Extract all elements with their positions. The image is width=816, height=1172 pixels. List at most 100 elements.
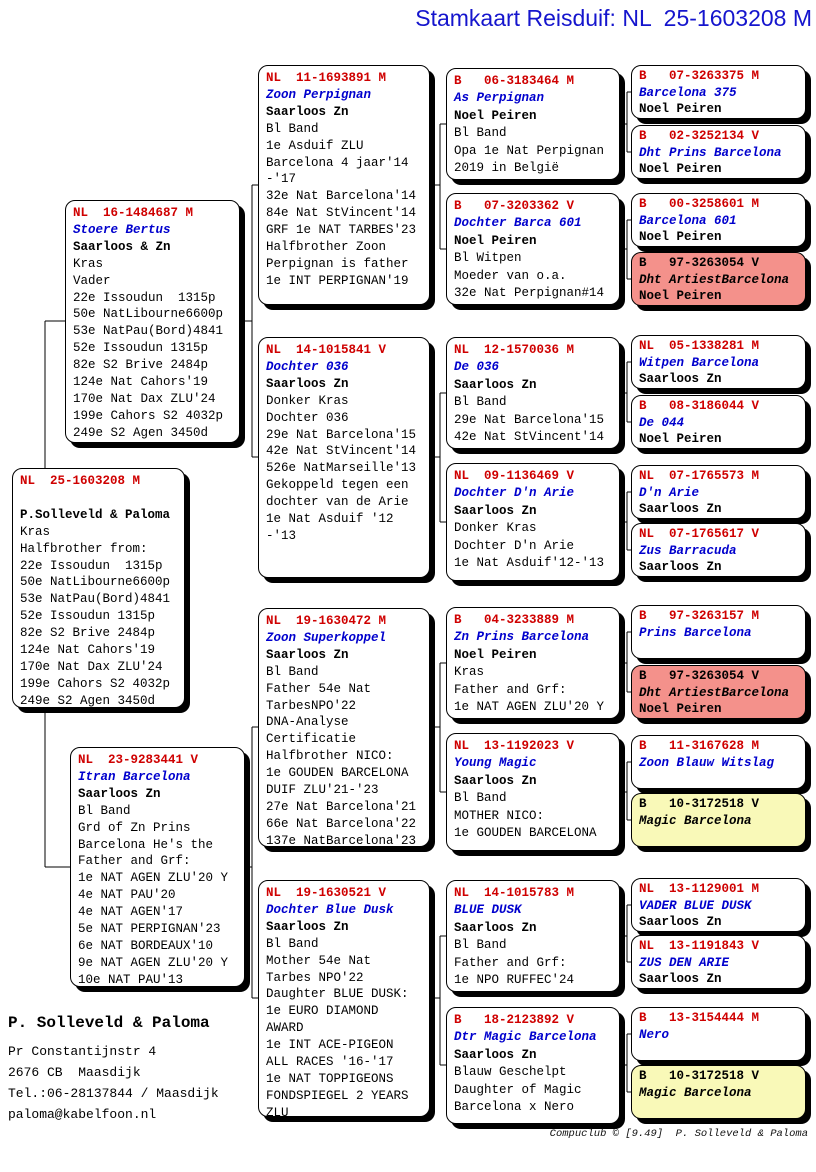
info-line: 29e Nat Barcelona'15 bbox=[454, 412, 605, 427]
info-line: 42e Nat StVincent'14 bbox=[454, 430, 605, 445]
pedigree-box-mmmm: B 10-3172518 V Magic Barcelona bbox=[631, 1065, 806, 1119]
owner-name: P. Solleveld & Paloma bbox=[8, 1014, 210, 1032]
info-line: Bl Band bbox=[266, 121, 319, 136]
fancier-name: Saarloos Zn bbox=[639, 502, 722, 516]
ring-number: NL 16-1484687 M bbox=[73, 206, 194, 220]
info-line: 50e NatLibourne6600p bbox=[73, 307, 224, 322]
info-line: Barcelona x Nero bbox=[454, 1100, 575, 1115]
pedigree-box-mmm: B 18-2123892 V Dtr Magic Barcelona Saarloo… bbox=[446, 1007, 620, 1124]
info-line: 170e Nat Dax ZLU'24 bbox=[20, 659, 163, 674]
info-line: Bl Band bbox=[78, 803, 131, 818]
fancier-name: Noel Peiren bbox=[639, 289, 722, 303]
pedigree-box-mm: NL 19-1630521 V Dochter Blue Dusk Saarloos… bbox=[258, 880, 430, 1117]
pedigree-box-fm: NL 14-1015841 V Dochter 036 Saarloos Zn Don… bbox=[258, 337, 430, 578]
info-line: 1e INT PERPIGNAN'19 bbox=[266, 273, 409, 288]
info-line: 5e NAT PERPIGNAN'23 bbox=[78, 922, 221, 937]
info-line: Bl Band bbox=[266, 664, 319, 679]
info-line: AWARD bbox=[266, 1021, 304, 1036]
info-line: Gekoppeld tegen een bbox=[266, 478, 409, 493]
fancier-name: Saarloos Zn bbox=[639, 915, 722, 929]
info-line: 1e GOUDEN BARCELONA bbox=[266, 766, 409, 781]
pedigree-box-fmfm: B 08-3186044 V De 044 Noel Peiren bbox=[631, 395, 806, 449]
pedigree-box-fmmm: NL 07-1765617 V Zus Barracuda Saarloos Zn bbox=[631, 523, 806, 577]
pigeon-name: Itran Barcelona bbox=[78, 769, 191, 784]
info-line: 82e S2 Brive 2484p bbox=[73, 358, 209, 373]
ring-number: NL 13-1192023 V bbox=[454, 739, 575, 753]
info-line: Bl Band bbox=[454, 791, 507, 806]
fancier-name: Saarloos Zn bbox=[454, 503, 537, 518]
info-line: -'17 bbox=[266, 172, 297, 187]
info-line: DNA-Analyse bbox=[266, 715, 349, 730]
info-line: Halfbrother NICO: bbox=[266, 749, 394, 764]
info-line: 1e Nat Asduif'12-'13 bbox=[454, 556, 605, 571]
info-line: 1e NAT AGEN ZLU'20 Y bbox=[454, 700, 605, 715]
info-line: 526e NatMarseille'13 bbox=[266, 461, 417, 476]
ring-number: B 13-3154444 M bbox=[639, 1011, 760, 1025]
ring-number: B 97-3263054 V bbox=[639, 256, 760, 270]
info-line: Barcelona 4 jaar'14 bbox=[266, 155, 409, 170]
info-line: Donker Kras bbox=[454, 521, 537, 536]
info-line: GRF 1e NAT TARBES'23 bbox=[266, 223, 417, 238]
ring-number: B 02-3252134 V bbox=[639, 129, 760, 143]
pigeon-name: Barcelona 375 bbox=[639, 85, 737, 100]
ring-number: NL 23-9283441 V bbox=[78, 753, 199, 767]
info-line: Bl Band bbox=[454, 938, 507, 953]
info-line: 6e NAT BORDEAUX'10 bbox=[78, 938, 214, 953]
fancier-name: Noel Peiren bbox=[639, 162, 722, 176]
pigeon-name: Magic Barcelona bbox=[639, 813, 752, 828]
info-line: 50e NatLibourne6600p bbox=[20, 575, 171, 590]
info-line: Kras bbox=[20, 524, 51, 539]
pedigree-box-ffmf: B 00-3258601 M Barcelona 601 Noel Peiren bbox=[631, 193, 806, 247]
ring-number: B 10-3172518 V bbox=[639, 1069, 760, 1083]
pigeon-name: Barcelona 601 bbox=[639, 213, 737, 228]
owner-phone-line: Tel.:06-28137844 / Maasdijk bbox=[8, 1086, 219, 1101]
pigeon-name: Stoere Bertus bbox=[73, 222, 171, 237]
pigeon-name: VADER BLUE DUSK bbox=[639, 898, 752, 913]
info-line: Bl Band bbox=[266, 936, 319, 951]
pigeon-name: Dochter D'n Arie bbox=[454, 486, 575, 501]
pedigree-box-mff: B 04-3233889 M Zn Prins Barcelona Noel Pei… bbox=[446, 607, 620, 719]
ring-number: B 07-3263375 M bbox=[639, 69, 760, 83]
info-line: Certificatie bbox=[266, 732, 357, 747]
pigeon-name: De 044 bbox=[639, 415, 685, 430]
info-line: 66e Nat Barcelona'22 bbox=[266, 816, 417, 831]
ring-number: NL 11-1693891 M bbox=[266, 71, 387, 85]
info-line: 9e NAT AGEN ZLU'20 Y bbox=[78, 955, 229, 970]
fancier-name: Saarloos Zn bbox=[639, 560, 722, 574]
info-line: dochter van de Arie bbox=[266, 495, 409, 510]
info-line: FONDSPIEGEL 2 YEARS bbox=[266, 1088, 409, 1103]
pigeon-name: D'n Arie bbox=[639, 485, 700, 500]
info-line: 1e INT ACE-PIGEON bbox=[266, 1038, 394, 1053]
info-line: Dochter 036 bbox=[266, 410, 349, 425]
fancier-name: Saarloos Zn bbox=[454, 377, 537, 392]
info-line: Daughter of Magic bbox=[454, 1082, 582, 1097]
info-line: Barcelona He's the bbox=[78, 837, 214, 852]
fancier-name: Noel Peiren bbox=[639, 702, 722, 716]
pedigree-box-fff: B 06-3183464 M As Perpignan Noel Peiren Bl … bbox=[446, 68, 620, 180]
info-line: 53e NatPau(Bord)4841 bbox=[20, 592, 171, 607]
pigeon-name: BLUE DUSK bbox=[454, 903, 522, 918]
info-line: DUIF ZLU'21-'23 bbox=[266, 783, 379, 798]
fancier-name: Noel Peiren bbox=[454, 233, 537, 248]
fancier-name: Saarloos Zn bbox=[454, 920, 537, 935]
pedigree-box-subject: NL 25-1603208 M P.Solleveld & Paloma Kras H… bbox=[12, 468, 185, 708]
info-line: ALL RACES '16-'17 bbox=[266, 1055, 394, 1070]
info-line: Opa 1e Nat Perpignan bbox=[454, 143, 605, 158]
owner-address-line: Pr Constantijnstr 4 bbox=[8, 1044, 157, 1059]
fancier-name: Saarloos & Zn bbox=[73, 239, 171, 254]
info-line: Bl Band bbox=[454, 126, 507, 141]
info-line: 199e Cahors S2 4032p bbox=[20, 676, 171, 691]
owner-block: P. Solleveld & Paloma Pr Constantijnstr … bbox=[8, 1014, 219, 1125]
info-line: 53e NatPau(Bord)4841 bbox=[73, 324, 224, 339]
info-line: 52e Issoudun 1315p bbox=[73, 341, 209, 356]
pigeon-name: Zn Prins Barcelona bbox=[454, 630, 590, 645]
info-line: Halfbrother from: bbox=[20, 541, 148, 556]
fancier-name: Saarloos Zn bbox=[266, 376, 349, 391]
pedigree-box-mfmf: B 11-3167628 M Zoon Blauw Witslag bbox=[631, 735, 806, 789]
info-line: 249e S2 Agen 3450d bbox=[73, 425, 209, 440]
info-line: 249e S2 Agen 3450d bbox=[20, 693, 156, 708]
ring-number: NL 07-1765573 M bbox=[639, 469, 760, 483]
fancier-name: Saarloos Zn bbox=[78, 786, 161, 801]
info-line: Bl Band bbox=[454, 395, 507, 410]
